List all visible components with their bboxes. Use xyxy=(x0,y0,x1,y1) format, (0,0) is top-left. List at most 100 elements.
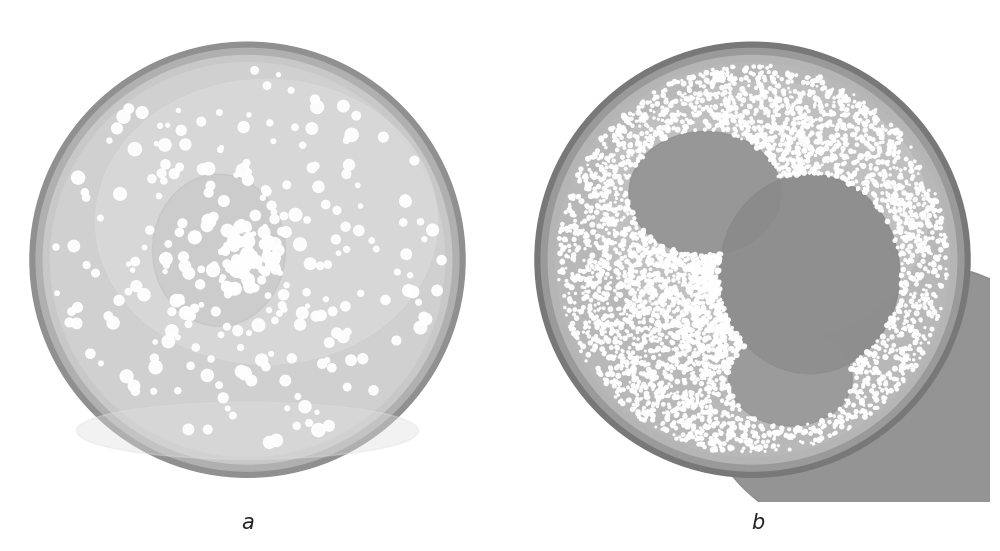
Circle shape xyxy=(587,218,589,220)
Circle shape xyxy=(715,393,717,396)
Circle shape xyxy=(763,78,767,82)
Circle shape xyxy=(725,100,727,102)
Circle shape xyxy=(673,114,677,117)
Circle shape xyxy=(859,109,861,111)
Circle shape xyxy=(664,108,669,112)
Circle shape xyxy=(279,290,289,300)
Circle shape xyxy=(760,92,765,96)
Circle shape xyxy=(638,380,640,383)
Circle shape xyxy=(175,228,183,236)
Circle shape xyxy=(607,180,609,182)
Circle shape xyxy=(629,263,631,266)
Circle shape xyxy=(624,228,627,230)
Circle shape xyxy=(629,119,631,121)
Circle shape xyxy=(708,369,711,372)
Circle shape xyxy=(784,142,789,147)
Circle shape xyxy=(772,161,776,165)
Circle shape xyxy=(643,313,646,316)
Circle shape xyxy=(759,144,764,148)
Circle shape xyxy=(715,449,717,452)
Circle shape xyxy=(697,323,700,325)
Circle shape xyxy=(739,124,742,127)
Circle shape xyxy=(805,116,809,121)
Circle shape xyxy=(220,275,225,280)
Circle shape xyxy=(905,218,908,221)
Circle shape xyxy=(706,374,707,375)
Circle shape xyxy=(665,396,667,397)
Circle shape xyxy=(608,160,609,162)
Circle shape xyxy=(569,225,573,229)
Circle shape xyxy=(702,302,705,304)
Circle shape xyxy=(825,123,828,126)
Circle shape xyxy=(632,325,635,328)
Circle shape xyxy=(834,174,838,178)
Circle shape xyxy=(859,109,864,114)
Circle shape xyxy=(668,357,672,361)
Circle shape xyxy=(252,319,265,332)
Circle shape xyxy=(682,401,684,404)
Circle shape xyxy=(892,129,896,133)
Circle shape xyxy=(927,312,931,316)
Circle shape xyxy=(695,258,697,260)
Circle shape xyxy=(918,165,922,169)
Circle shape xyxy=(675,412,679,416)
Circle shape xyxy=(597,158,599,160)
Circle shape xyxy=(716,289,720,293)
Circle shape xyxy=(729,338,731,339)
Circle shape xyxy=(742,90,744,93)
Circle shape xyxy=(742,344,747,348)
Circle shape xyxy=(772,89,777,93)
Circle shape xyxy=(677,306,679,308)
Circle shape xyxy=(678,321,681,324)
Circle shape xyxy=(595,335,598,338)
Circle shape xyxy=(613,208,617,213)
Circle shape xyxy=(568,195,572,198)
Circle shape xyxy=(676,352,680,356)
Circle shape xyxy=(885,129,887,131)
Circle shape xyxy=(584,294,589,299)
Circle shape xyxy=(199,302,204,307)
Circle shape xyxy=(572,197,575,201)
Circle shape xyxy=(648,235,653,240)
Circle shape xyxy=(910,253,914,257)
Circle shape xyxy=(911,222,916,226)
Circle shape xyxy=(579,171,582,174)
Circle shape xyxy=(924,299,928,302)
Circle shape xyxy=(935,216,937,218)
Circle shape xyxy=(913,160,916,163)
Circle shape xyxy=(610,255,612,257)
Circle shape xyxy=(771,446,774,448)
Circle shape xyxy=(689,356,690,358)
Circle shape xyxy=(638,142,642,145)
Circle shape xyxy=(701,418,704,422)
Circle shape xyxy=(656,293,658,295)
Circle shape xyxy=(727,318,730,322)
Circle shape xyxy=(653,272,657,275)
Circle shape xyxy=(699,432,702,435)
Circle shape xyxy=(668,279,670,282)
Circle shape xyxy=(668,374,672,379)
Circle shape xyxy=(833,423,837,427)
Circle shape xyxy=(909,328,913,332)
Circle shape xyxy=(860,118,862,121)
Circle shape xyxy=(869,164,872,166)
Circle shape xyxy=(910,146,912,148)
Circle shape xyxy=(696,335,699,339)
Circle shape xyxy=(604,381,608,386)
Circle shape xyxy=(660,312,663,315)
Circle shape xyxy=(605,292,609,297)
Circle shape xyxy=(794,428,798,432)
Circle shape xyxy=(872,173,875,176)
Circle shape xyxy=(689,276,694,280)
Circle shape xyxy=(186,311,195,320)
Circle shape xyxy=(788,428,791,431)
Circle shape xyxy=(722,442,726,445)
Circle shape xyxy=(719,446,722,448)
Circle shape xyxy=(718,430,720,431)
Circle shape xyxy=(826,156,829,160)
Circle shape xyxy=(597,185,601,188)
Circle shape xyxy=(263,436,275,449)
Circle shape xyxy=(656,401,658,402)
Circle shape xyxy=(606,245,608,248)
Circle shape xyxy=(710,304,713,307)
